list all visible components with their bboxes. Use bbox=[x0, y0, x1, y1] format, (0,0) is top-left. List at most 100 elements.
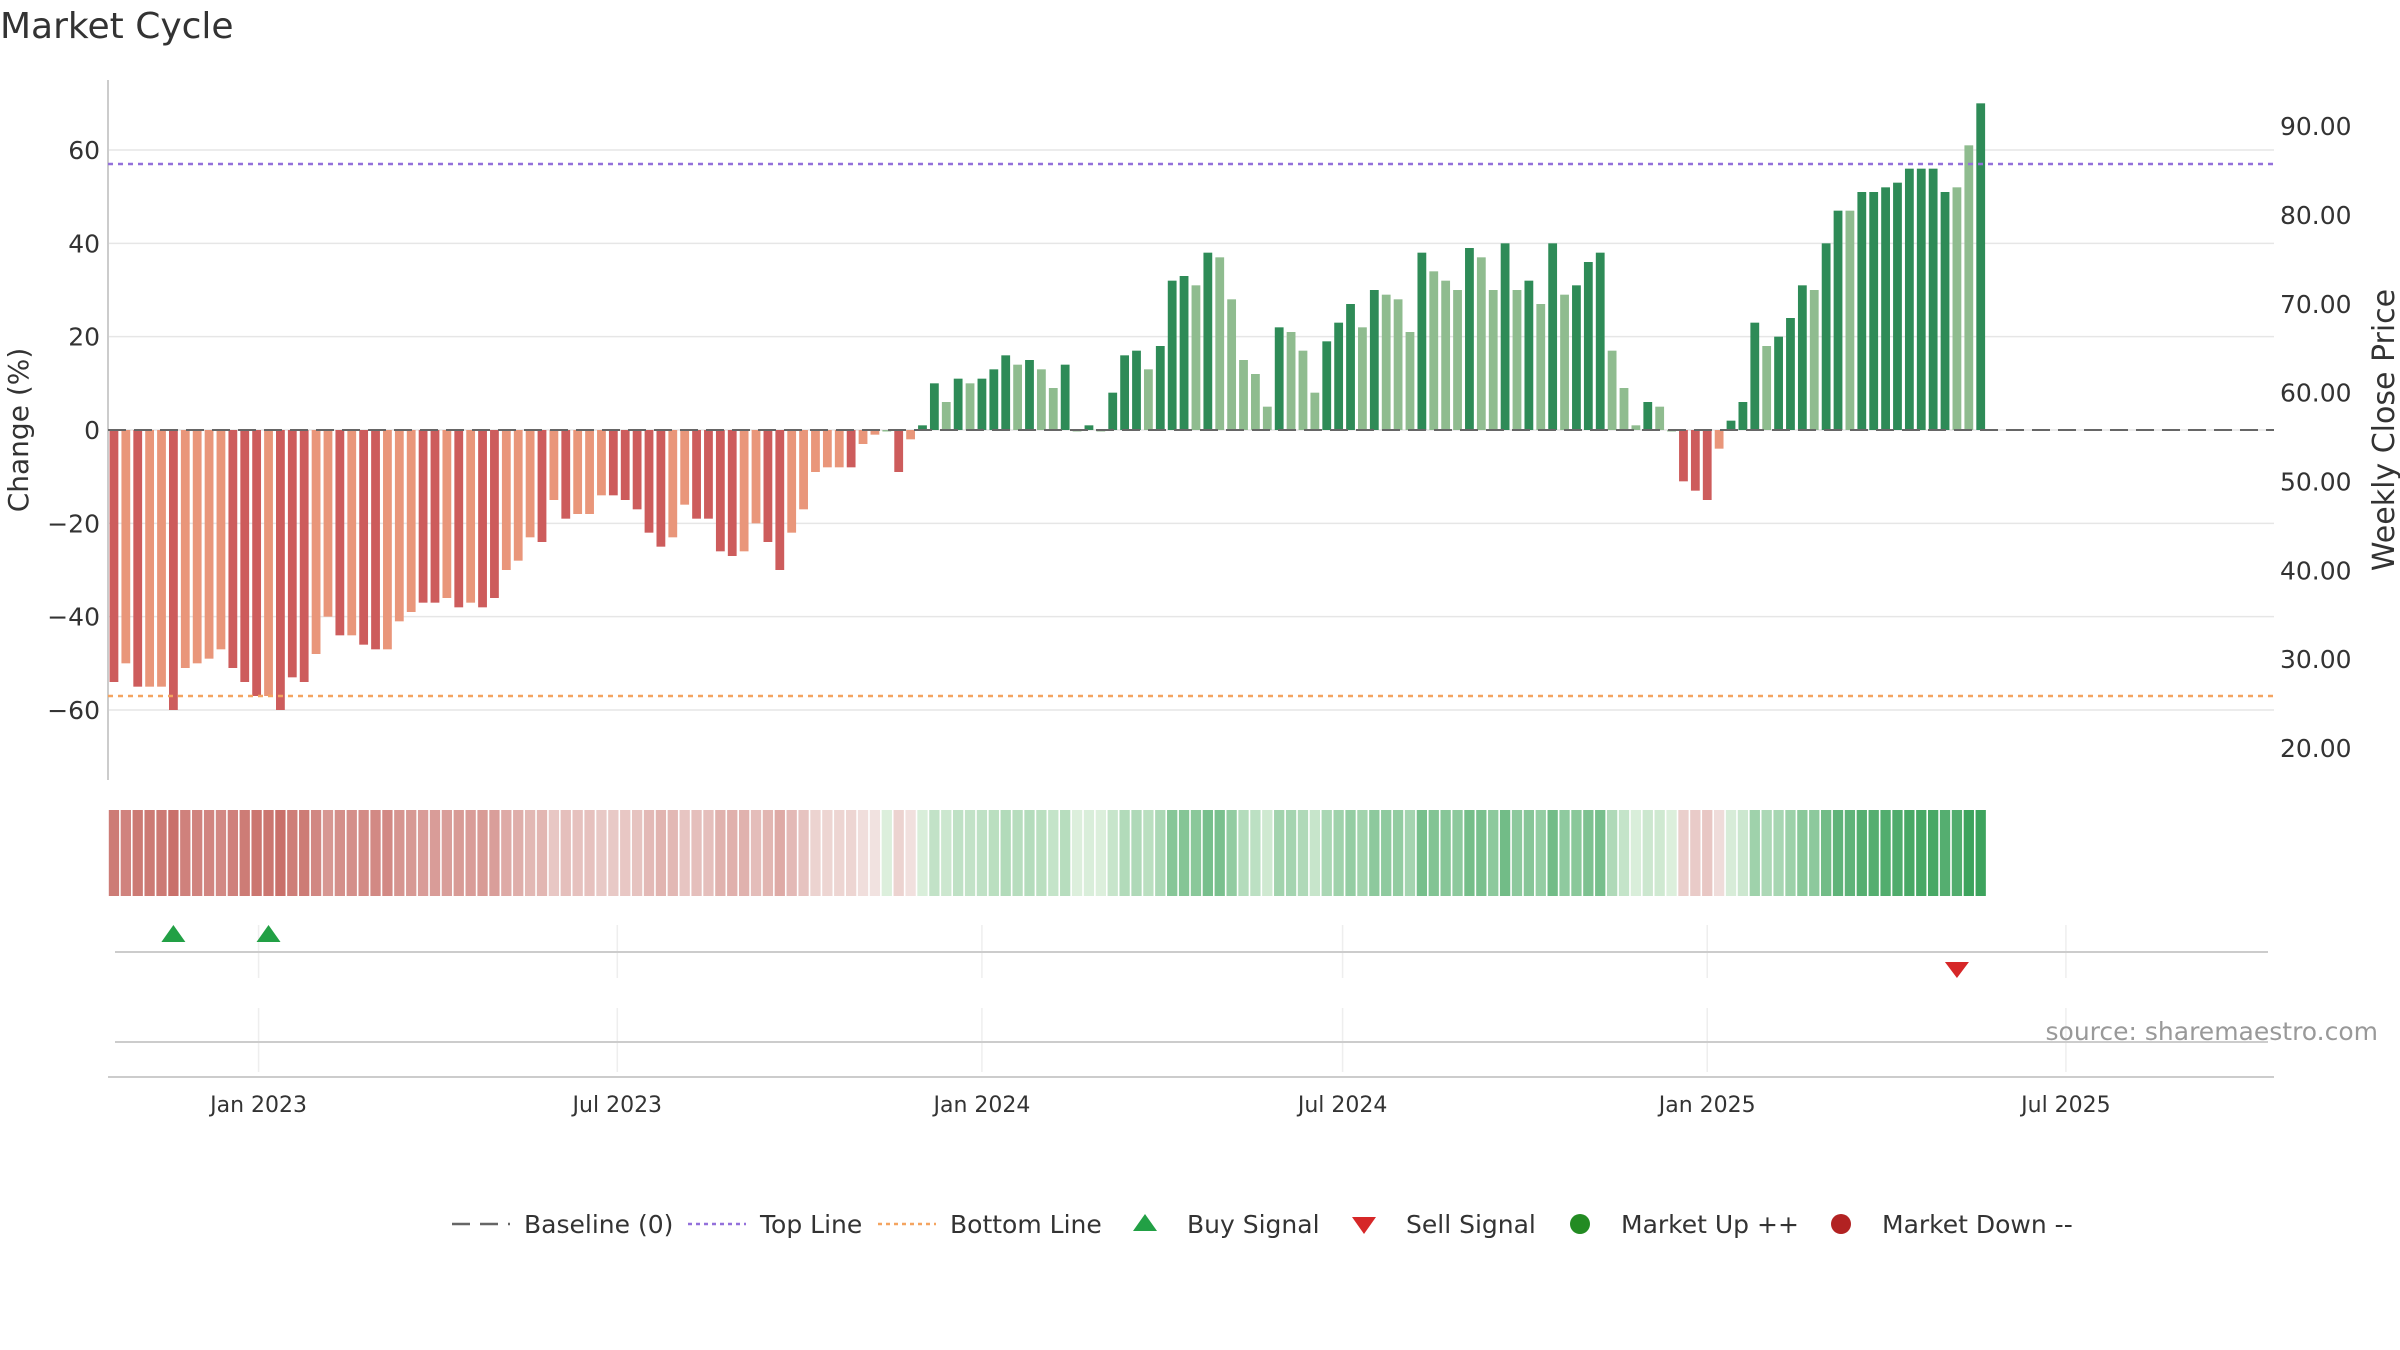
y2-axis-ticks: 90.00 80.00 70.00 60.00 50.00 40.00 30.00 20.00 bbox=[2280, 112, 2352, 763]
bar bbox=[1572, 285, 1581, 430]
heat-cell bbox=[572, 810, 583, 896]
bar bbox=[1500, 243, 1510, 430]
heat-cell bbox=[1048, 810, 1059, 896]
bar bbox=[109, 430, 119, 682]
y2-tick-label: 80.00 bbox=[2280, 201, 2352, 230]
bar bbox=[157, 430, 166, 687]
bar bbox=[1167, 280, 1177, 430]
bar bbox=[1108, 392, 1118, 430]
heat-cell bbox=[1428, 810, 1439, 896]
heat-cell bbox=[417, 810, 429, 896]
heat-cell bbox=[941, 810, 952, 896]
bar bbox=[1881, 187, 1890, 430]
y-tick-label: 0 bbox=[84, 416, 100, 445]
bar bbox=[1595, 252, 1605, 430]
bar bbox=[1845, 210, 1855, 430]
heat-cell bbox=[667, 810, 678, 896]
bar bbox=[632, 430, 642, 510]
legend-swatch bbox=[1352, 1217, 1376, 1234]
bar bbox=[906, 430, 915, 440]
heat-cell bbox=[1666, 810, 1677, 896]
heat-cell bbox=[1214, 810, 1225, 896]
heat-cell bbox=[608, 810, 619, 896]
legend-label: Bottom Line bbox=[950, 1210, 1102, 1239]
heat-cell bbox=[1618, 810, 1630, 896]
bar bbox=[1916, 168, 1926, 430]
y2-tick-label: 70.00 bbox=[2280, 290, 2352, 319]
heat-cell bbox=[1892, 810, 1903, 896]
heat-cell bbox=[1488, 810, 1499, 896]
bar bbox=[335, 430, 345, 636]
bar bbox=[1453, 290, 1462, 430]
buy-signal-marker bbox=[161, 925, 186, 942]
heat-cell bbox=[1844, 810, 1856, 896]
bar bbox=[168, 430, 178, 710]
heat-cell bbox=[168, 810, 179, 896]
bar bbox=[644, 430, 654, 533]
bar bbox=[501, 430, 511, 570]
y2-axis-label: Weekly Close Price bbox=[2367, 289, 2400, 571]
heat-cell bbox=[227, 810, 238, 896]
heat-cell bbox=[786, 810, 797, 896]
heat-cell bbox=[834, 810, 845, 896]
bar bbox=[775, 430, 785, 570]
bar bbox=[692, 430, 701, 519]
bar bbox=[1964, 145, 1974, 431]
y-tick-label: −60 bbox=[47, 696, 100, 725]
legend-swatch bbox=[1570, 1214, 1590, 1234]
heat-cell bbox=[988, 810, 999, 896]
bar bbox=[192, 430, 202, 664]
heat-cell bbox=[310, 810, 322, 896]
heat-cell bbox=[1345, 810, 1356, 896]
heat-cell bbox=[596, 810, 607, 896]
bar bbox=[1310, 392, 1320, 430]
bar bbox=[1215, 257, 1225, 430]
bar bbox=[359, 430, 369, 645]
bar bbox=[1940, 192, 1950, 430]
heat-cell bbox=[501, 810, 512, 896]
heat-cell bbox=[477, 810, 488, 896]
heat-cell bbox=[1809, 810, 1820, 896]
bar bbox=[466, 430, 476, 603]
heat-cell bbox=[120, 810, 131, 896]
chart-title: Market Cycle bbox=[0, 6, 234, 47]
main-bars bbox=[109, 103, 1986, 710]
bar bbox=[953, 378, 963, 430]
bar bbox=[418, 430, 428, 603]
bar bbox=[525, 430, 535, 538]
heat-cell bbox=[299, 810, 310, 896]
heat-cell bbox=[144, 810, 155, 896]
heat-cell bbox=[584, 810, 595, 896]
bar bbox=[585, 430, 594, 514]
bar bbox=[1774, 336, 1783, 430]
heat-cell bbox=[1131, 810, 1142, 896]
bar bbox=[620, 430, 630, 500]
heat-cell bbox=[1951, 810, 1963, 896]
bar bbox=[406, 430, 416, 612]
heat-cell bbox=[1595, 810, 1606, 896]
heat-cell bbox=[536, 810, 548, 896]
bar bbox=[882, 430, 892, 432]
bar bbox=[1227, 299, 1237, 430]
bar bbox=[1381, 294, 1391, 430]
heat-cell bbox=[1297, 810, 1309, 896]
bar bbox=[1655, 406, 1665, 430]
legend-label: Sell Signal bbox=[1406, 1210, 1536, 1239]
heat-cell bbox=[1916, 810, 1927, 896]
bar bbox=[442, 430, 452, 598]
heat-cell bbox=[798, 810, 809, 896]
bar bbox=[858, 430, 868, 444]
heat-cell bbox=[1713, 810, 1725, 896]
heat-cell bbox=[929, 810, 940, 896]
y-tick-label: 60 bbox=[68, 136, 100, 165]
heat-cell bbox=[1630, 810, 1642, 896]
heat-cell bbox=[489, 810, 500, 896]
bar bbox=[1013, 364, 1023, 430]
bar bbox=[1476, 257, 1486, 430]
heat-cell bbox=[1880, 810, 1891, 896]
x-axis-ticks: Jan 2023 Jul 2023 Jan 2024 Jul 2024 Jan 2025… bbox=[208, 1093, 2111, 1118]
heat-cell bbox=[1642, 810, 1653, 896]
heat-cell bbox=[1654, 810, 1665, 896]
bar bbox=[1143, 369, 1153, 430]
